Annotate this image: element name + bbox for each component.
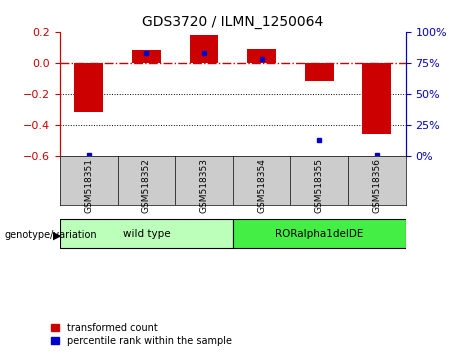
Text: genotype/variation: genotype/variation	[5, 230, 97, 240]
Text: ▶: ▶	[53, 230, 62, 240]
FancyBboxPatch shape	[233, 219, 406, 248]
Text: GSM518356: GSM518356	[372, 158, 381, 213]
Legend: transformed count, percentile rank within the sample: transformed count, percentile rank withi…	[51, 323, 231, 346]
Bar	[362, 63, 391, 134]
Text: RORalpha1delDE: RORalpha1delDE	[275, 229, 363, 239]
Bar	[247, 49, 276, 63]
FancyBboxPatch shape	[60, 219, 233, 248]
Text: GSM518353: GSM518353	[200, 158, 208, 213]
Text: GSM518355: GSM518355	[315, 158, 324, 213]
Bar	[189, 35, 219, 63]
Text: GSM518352: GSM518352	[142, 158, 151, 213]
Text: wild type: wild type	[123, 229, 170, 239]
Bar	[74, 63, 103, 113]
Text: GSM518351: GSM518351	[84, 158, 93, 213]
Text: GSM518354: GSM518354	[257, 158, 266, 213]
Title: GDS3720 / ILMN_1250064: GDS3720 / ILMN_1250064	[142, 16, 324, 29]
Bar	[305, 63, 334, 81]
Bar	[132, 51, 161, 63]
